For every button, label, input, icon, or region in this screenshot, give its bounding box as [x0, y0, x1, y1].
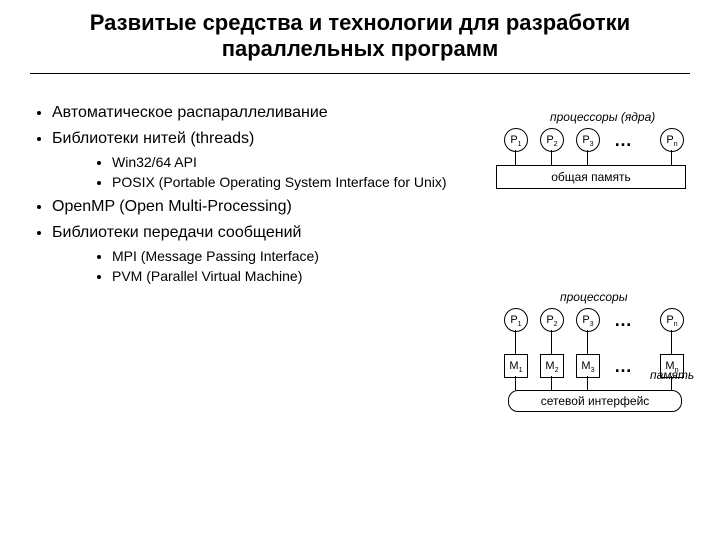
- diagram2-label-top: процессоры: [560, 290, 628, 304]
- processor-node: P2: [540, 308, 564, 332]
- processor-node: Pn: [660, 308, 684, 332]
- processor-node: P3: [576, 128, 600, 152]
- diagram2-label-memory: память: [650, 368, 694, 382]
- sub-item: MPI (Message Passing Interface): [112, 248, 690, 264]
- diagram-distributed-memory: процессорыP1M1P2M2P3M3PnMn……памятьсетево…: [490, 290, 700, 430]
- processor-node: Pn: [660, 128, 684, 152]
- connector-line: [515, 330, 516, 354]
- processor-node: P2: [540, 128, 564, 152]
- processor-node: P1: [504, 308, 528, 332]
- memory-node: M1: [504, 354, 528, 378]
- memory-node: M3: [576, 354, 600, 378]
- slide: Развитые средства и технологии для разра…: [0, 0, 720, 540]
- sub-item: PVM (Parallel Virtual Machine): [112, 268, 690, 284]
- connector-line: [515, 376, 516, 390]
- connector-line: [551, 376, 552, 390]
- ellipsis: …: [614, 130, 632, 151]
- title-rule: [30, 73, 690, 74]
- diagram-shared-memory: процессоры (ядра) P1 P2 P3 Pn … общая память: [490, 110, 700, 210]
- connector-line: [515, 150, 516, 165]
- connector-line: [671, 330, 672, 354]
- ellipsis: …: [614, 310, 632, 331]
- diagram1-label: процессоры (ядра): [550, 110, 655, 124]
- shared-memory-box: общая память: [496, 165, 686, 189]
- slide-title: Развитые средства и технологии для разра…: [0, 0, 720, 69]
- ellipsis: …: [614, 356, 632, 377]
- connector-line: [587, 376, 588, 390]
- connector-line: [587, 150, 588, 165]
- processor-node: P3: [576, 308, 600, 332]
- connector-line: [551, 150, 552, 165]
- network-interface-box: сетевой интерфейс: [508, 390, 682, 412]
- sub-list: MPI (Message Passing Interface) PVM (Par…: [52, 248, 690, 284]
- connector-line: [587, 330, 588, 354]
- memory-node: M2: [540, 354, 564, 378]
- connector-line: [671, 150, 672, 165]
- bullet-item: Библиотеки передачи сообщений MPI (Messa…: [52, 224, 690, 284]
- bullet-text: Библиотеки нитей (threads): [52, 130, 254, 147]
- processor-node: P1: [504, 128, 528, 152]
- connector-line: [551, 330, 552, 354]
- bullet-text: Библиотеки передачи сообщений: [52, 224, 301, 241]
